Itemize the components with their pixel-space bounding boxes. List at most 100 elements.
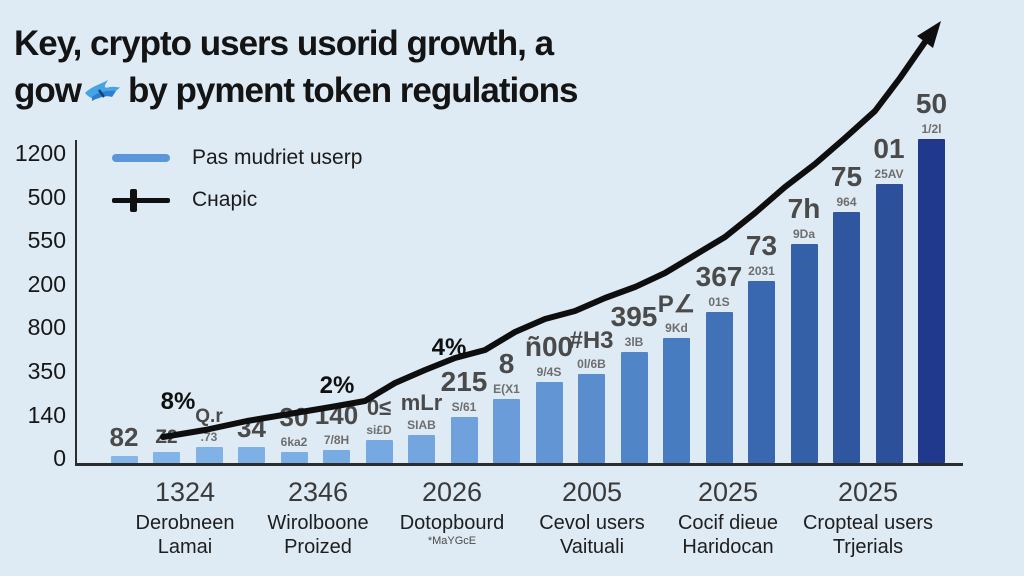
percent-label: 4% (431, 334, 467, 361)
bar-value-label: 367 (695, 261, 743, 292)
bar-sub-label: 7/8H (323, 433, 350, 447)
bar (875, 184, 903, 463)
x-group-subname: *MaYGcE (427, 535, 477, 547)
y-tick-label: 200 (27, 270, 66, 297)
bar-value-label: mLr (400, 390, 443, 415)
bar-value-label: 8 (498, 348, 515, 379)
bar-sub-label: 6ka2 (280, 435, 308, 449)
bar-value-label: 34 (237, 413, 266, 443)
legend-label: Pas mudriet userp (192, 146, 363, 169)
bar-sub-label: 3lB (624, 335, 644, 349)
bird-icon (83, 71, 121, 118)
bar-value-label: P∠ (657, 291, 696, 318)
bar-value-label: 140 (314, 400, 359, 430)
bar (238, 447, 265, 463)
bar (323, 450, 350, 463)
chart-title: Key, crypto users usorid growth, a gow by… (14, 20, 734, 118)
x-group-year: 2005 (561, 477, 623, 507)
percent-label: 8% (160, 388, 196, 415)
x-group-name: Dotopbourd (399, 512, 505, 534)
x-group-name: Cocif dieue (677, 512, 779, 534)
bar (833, 212, 860, 463)
bar-sub-label: 25AV (874, 167, 904, 181)
bar (705, 312, 733, 463)
chart-title-line1: Key, crypto users usorid growth, a (14, 24, 554, 63)
bar-value-label: 01 (873, 133, 905, 164)
bar-value-label: ñ00 (524, 331, 574, 362)
bar (153, 452, 180, 463)
bar (578, 374, 605, 463)
bar-value-label: 50 (915, 88, 948, 119)
bar-sub-label: 9/4S (536, 365, 562, 379)
x-axis-group: 2026 Dotopbourd *MaYGcE (357, 477, 547, 548)
bar-sub-label: si£D (366, 423, 392, 437)
bar (663, 338, 690, 463)
x-axis-group: 2346 Wirolboone Proized (223, 477, 413, 559)
legend-line-swatch-icon (112, 154, 170, 162)
bar-value-label: 75 (830, 161, 863, 192)
x-group-subname: Vaituali (559, 536, 625, 558)
x-group-year: 2026 (421, 477, 483, 507)
x-group-year: 2346 (287, 477, 349, 507)
y-tick-label: 550 (27, 227, 66, 254)
bar-sub-label: 01S (708, 295, 730, 309)
bar (918, 139, 945, 463)
chart-title-line2-post: by pyment token regulations (127, 71, 578, 110)
x-axis-line (75, 463, 963, 466)
bar (620, 352, 648, 463)
x-group-subname: Trjerials (832, 536, 904, 558)
x-group-name: Cevol users (539, 512, 645, 534)
bar-sub-label: 9Kd (665, 321, 688, 335)
bar-value-label: Z2 (155, 427, 178, 448)
x-group-year: 2025 (837, 477, 899, 507)
y-axis-line (75, 140, 77, 464)
bar-value-label: 395 (610, 301, 658, 332)
y-tick-label: 0 (53, 445, 66, 472)
legend-line-plus-swatch-icon (112, 188, 170, 212)
bar-value-label: 0≤ (366, 395, 392, 420)
chart-title-line2-pre: gow (14, 71, 82, 110)
legend-item: Cнapic (112, 188, 257, 212)
bar-value-label: 215 (440, 366, 488, 397)
bar (748, 281, 775, 463)
bar-sub-label: .73 (200, 430, 218, 444)
bar (790, 244, 818, 463)
y-tick-label: 350 (27, 358, 66, 384)
bar-value-label: Q.r (195, 406, 223, 427)
bar (365, 440, 393, 463)
bar (408, 435, 435, 463)
x-group-subname: Haridocan (682, 536, 774, 558)
bar-sub-label: E(X1 (493, 382, 520, 396)
bar (450, 417, 478, 463)
x-group-year: 2025 (697, 477, 759, 507)
trend-line-arrowhead (917, 21, 941, 48)
bar-sub-label: 1/2l (921, 122, 942, 136)
bar (195, 447, 223, 463)
y-tick-label: 800 (27, 314, 66, 341)
percent-label: 2% (319, 372, 355, 399)
bar-sub-label: 9Da (792, 227, 816, 241)
bar-sub-label: 0l/6B (577, 357, 606, 371)
bar-sub-label: SIAB (407, 418, 436, 432)
bar-sub-label: 964 (836, 195, 857, 209)
x-group-subname: Proized (284, 536, 352, 558)
legend-label: Cнapic (192, 188, 258, 211)
plus-marker-icon (130, 188, 137, 212)
y-tick-label: 1200 (14, 140, 66, 166)
x-group-name: Wirolboone (267, 512, 369, 534)
x-axis-group: 2025 Cropteal users Trjerials (773, 477, 963, 559)
bar-value-label: 30 (279, 402, 309, 432)
bar (110, 456, 138, 463)
bar-value-label: 82 (109, 422, 139, 452)
x-axis-group: 1324 Derobneen Lamai (90, 477, 280, 559)
bar-value-label: #H3 (569, 327, 614, 354)
x-group-year: 1324 (154, 477, 216, 507)
bar (280, 452, 308, 463)
x-group-name: Derobneen (135, 512, 235, 534)
x-group-subname: Lamai (157, 536, 213, 558)
bar-sub-label: 2031 (748, 264, 775, 278)
x-axis-group: 2025 Cocif dieue Haridocan (633, 477, 823, 559)
y-tick-label: 140 (27, 401, 66, 428)
bar (493, 399, 520, 463)
